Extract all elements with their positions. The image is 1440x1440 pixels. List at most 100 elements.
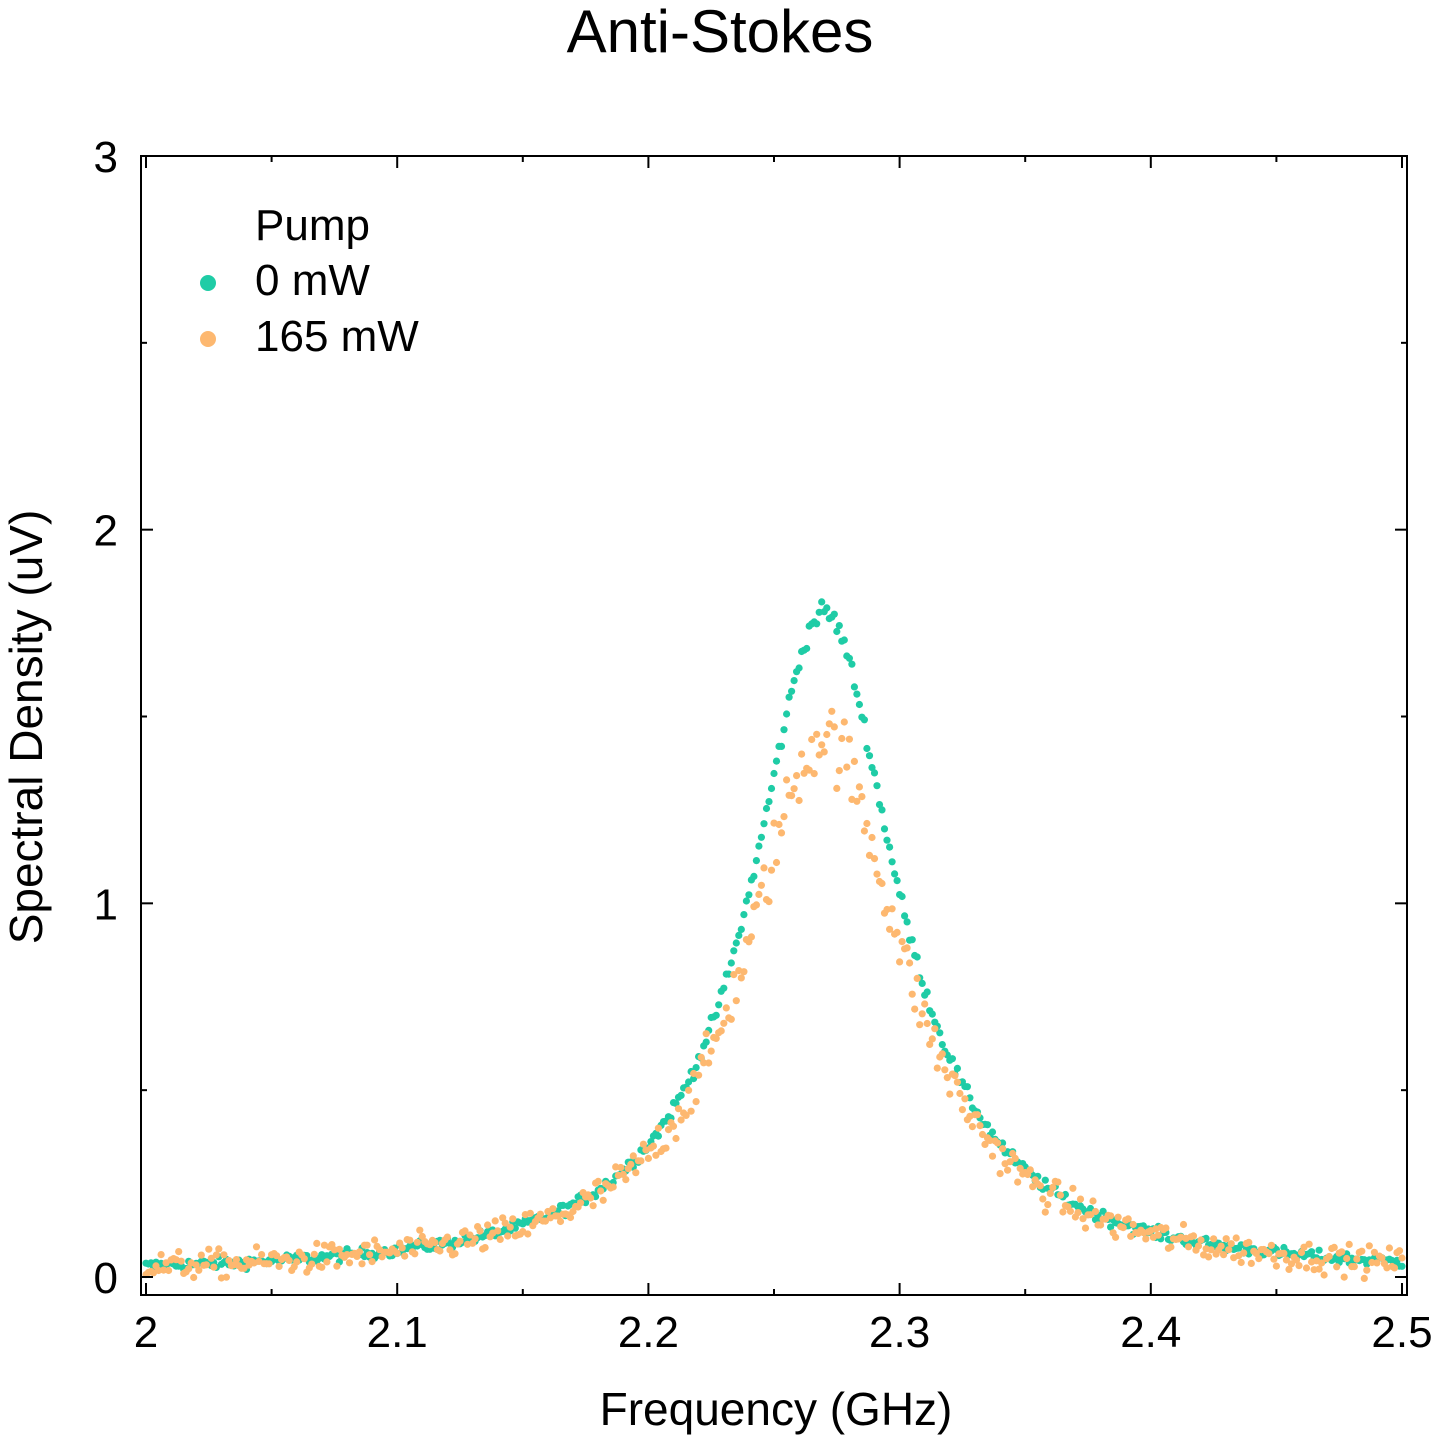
data-point-165-mw xyxy=(1039,1195,1047,1203)
data-point-165-mw xyxy=(999,1145,1007,1153)
data-point-165-mw xyxy=(1343,1254,1351,1263)
data-point-0-mw xyxy=(788,687,796,695)
x-tick-label: 2 xyxy=(134,1308,158,1357)
data-point-165-mw xyxy=(870,855,879,863)
data-point-165-mw xyxy=(1129,1220,1137,1229)
data-point-0-mw xyxy=(835,622,843,630)
data-point-165-mw xyxy=(1232,1234,1240,1242)
data-point-0-mw xyxy=(737,925,745,934)
data-point-165-mw xyxy=(961,1095,969,1103)
x-tick-label: 2.3 xyxy=(869,1308,930,1357)
data-point-0-mw xyxy=(765,798,773,806)
data-point-165-mw xyxy=(443,1233,451,1241)
data-point-165-mw xyxy=(1054,1178,1062,1186)
data-point-165-mw xyxy=(1189,1232,1198,1240)
data-point-165-mw xyxy=(293,1258,301,1266)
data-point-0-mw xyxy=(833,627,841,636)
data-point-165-mw xyxy=(765,898,773,906)
data-point-165-mw xyxy=(996,1170,1004,1178)
data-point-165-mw xyxy=(1119,1224,1127,1232)
data-point-165-mw xyxy=(727,1015,735,1023)
data-point-165-mw xyxy=(416,1226,424,1234)
data-point-165-mw xyxy=(1127,1232,1135,1240)
data-point-165-mw xyxy=(232,1256,240,1264)
data-point-0-mw xyxy=(883,836,891,844)
data-point-0-mw xyxy=(720,984,728,992)
data-point-165-mw xyxy=(436,1247,444,1255)
data-point-165-mw xyxy=(755,890,763,899)
data-point-165-mw xyxy=(368,1258,376,1266)
data-point-165-mw xyxy=(1292,1256,1301,1264)
data-point-0-mw xyxy=(891,870,899,878)
data-point-165-mw xyxy=(888,905,896,913)
data-point-165-mw xyxy=(212,1251,220,1259)
data-point-165-mw xyxy=(285,1256,293,1265)
data-point-165-mw xyxy=(943,1074,951,1082)
data-point-0-mw xyxy=(1398,1262,1406,1270)
data-point-165-mw xyxy=(411,1250,419,1258)
data-point-165-mw xyxy=(215,1245,223,1253)
data-point-165-mw xyxy=(1097,1221,1105,1229)
data-point-165-mw xyxy=(524,1230,532,1238)
data-point-165-mw xyxy=(1069,1184,1077,1192)
data-point-0-mw xyxy=(715,1001,723,1009)
data-point-165-mw xyxy=(310,1250,318,1258)
data-point-165-mw xyxy=(913,974,921,983)
data-point-165-mw xyxy=(956,1089,964,1098)
data-point-165-mw xyxy=(1305,1240,1313,1248)
data-point-165-mw xyxy=(629,1152,637,1160)
data-point-165-mw xyxy=(273,1252,281,1260)
data-point-165-mw xyxy=(609,1183,617,1191)
data-point-165-mw xyxy=(838,734,846,743)
data-point-165-mw xyxy=(1049,1183,1057,1191)
data-point-165-mw xyxy=(740,968,748,976)
data-point-165-mw xyxy=(818,741,826,749)
data-point-165-mw xyxy=(549,1205,557,1213)
data-point-165-mw xyxy=(823,730,831,739)
data-point-165-mw xyxy=(165,1266,173,1275)
data-point-165-mw xyxy=(275,1262,283,1270)
data-point-0-mw xyxy=(888,858,896,866)
data-point-0-mw xyxy=(863,744,871,753)
data-point-165-mw xyxy=(973,1111,982,1119)
data-point-165-mw xyxy=(566,1213,575,1222)
data-point-165-mw xyxy=(1267,1241,1275,1249)
x-axis-label: Frequency (GHz) xyxy=(600,1383,953,1435)
data-point-165-mw xyxy=(835,767,843,775)
data-point-165-mw xyxy=(1378,1254,1386,1262)
data-point-165-mw xyxy=(1338,1248,1346,1256)
data-point-165-mw xyxy=(222,1273,230,1281)
data-point-0-mw xyxy=(727,959,735,967)
data-point-165-mw xyxy=(1205,1253,1213,1261)
data-point-165-mw xyxy=(850,757,859,766)
data-point-165-mw xyxy=(355,1248,364,1256)
data-point-165-mw xyxy=(1373,1259,1381,1267)
data-point-165-mw xyxy=(951,1072,959,1080)
data-point-165-mw xyxy=(790,785,798,793)
chart-title: Anti-Stokes xyxy=(567,0,874,65)
data-point-0-mw xyxy=(760,820,768,828)
data-point-0-mw xyxy=(742,897,751,905)
data-point-0-mw xyxy=(780,726,788,734)
data-point-0-mw xyxy=(873,782,881,790)
data-point-165-mw xyxy=(1207,1246,1215,1254)
data-point-0-mw xyxy=(850,683,859,691)
data-point-0-mw xyxy=(938,1041,946,1049)
data-point-165-mw xyxy=(772,858,781,867)
y-tick-label: 1 xyxy=(94,880,118,929)
data-point-165-mw xyxy=(205,1245,213,1253)
data-point-0-mw xyxy=(803,644,811,653)
data-point-165-mw xyxy=(1089,1197,1097,1205)
data-point-165-mw xyxy=(1184,1243,1193,1251)
data-point-0-mw xyxy=(677,1091,685,1099)
data-point-0-mw xyxy=(928,1010,936,1018)
data-point-0-mw xyxy=(953,1064,962,1072)
data-point-165-mw xyxy=(1255,1255,1263,1263)
data-point-165-mw xyxy=(335,1245,343,1253)
data-point-165-mw xyxy=(617,1163,625,1172)
data-point-165-mw xyxy=(313,1239,321,1247)
data-point-165-mw xyxy=(1081,1224,1090,1232)
data-point-165-mw xyxy=(777,829,786,837)
data-point-165-mw xyxy=(622,1176,630,1184)
data-point-165-mw xyxy=(265,1260,273,1268)
